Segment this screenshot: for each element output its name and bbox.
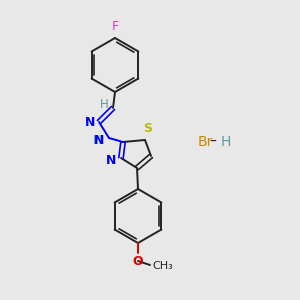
Text: F: F	[111, 20, 118, 33]
Text: H: H	[100, 98, 108, 110]
Text: H: H	[221, 135, 231, 149]
Text: N: N	[94, 134, 104, 148]
Text: H: H	[93, 134, 101, 146]
Text: N: N	[106, 154, 116, 166]
Text: –: –	[210, 135, 216, 149]
Text: N: N	[85, 116, 95, 130]
Text: CH₃: CH₃	[152, 261, 173, 271]
Text: O: O	[133, 255, 143, 268]
Text: Br: Br	[198, 135, 213, 149]
Text: S: S	[143, 122, 152, 135]
